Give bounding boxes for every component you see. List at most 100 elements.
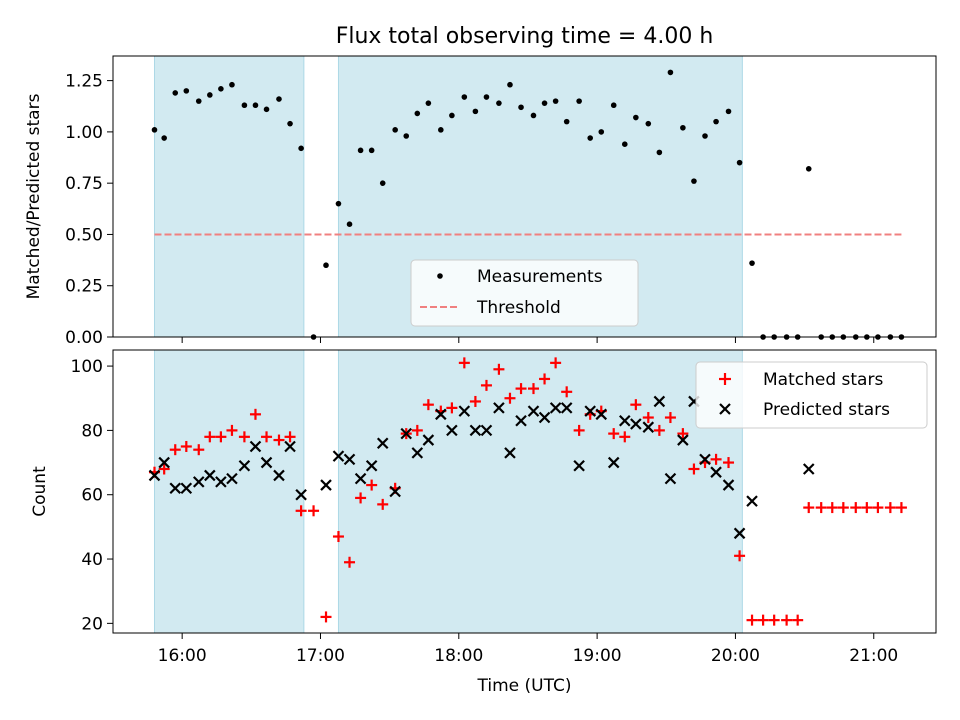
measurement-point <box>438 127 444 133</box>
measurement-point <box>263 106 270 113</box>
matched-star-point <box>826 502 838 514</box>
matched-star-point <box>630 399 642 411</box>
matched-star-point <box>469 395 481 407</box>
predicted-star-point <box>722 479 735 491</box>
predicted-star-point <box>480 424 493 437</box>
measurement-point <box>736 159 743 166</box>
measurement-point <box>530 112 537 119</box>
predicted-star-point <box>320 479 332 491</box>
predicted-star-point <box>260 456 273 469</box>
measurement-point <box>346 221 353 227</box>
matched-star-point <box>746 614 758 626</box>
matched-star-point <box>215 431 227 443</box>
predicted-star-point <box>630 418 642 430</box>
matched-star-point <box>688 463 700 475</box>
matched-star-point <box>355 492 367 504</box>
matched-star-point <box>446 402 458 414</box>
predicted-star-point <box>332 450 345 462</box>
ratio-panel: 0.00 0.25 0.50 0.75 1.00 1.25 Matched/Predict… <box>24 55 937 348</box>
matched-star-point <box>792 614 804 626</box>
predicted-star-point <box>515 414 527 427</box>
bottom-axes-frame <box>112 349 937 634</box>
predicted-star-point <box>710 466 722 478</box>
matched-star-point <box>619 431 631 443</box>
predicted-star-point <box>642 421 655 433</box>
matched-star-point <box>249 408 261 420</box>
top-observing-window <box>153 55 305 338</box>
matched-star-point <box>204 431 216 443</box>
measurement-point <box>229 81 235 88</box>
matched-star-point <box>837 502 849 514</box>
measurement-point <box>172 90 179 96</box>
matched-star-point <box>422 399 434 411</box>
x-tick-label: 18:00 <box>434 646 483 666</box>
matched-star-point <box>781 614 793 626</box>
predicted-star-point <box>148 469 161 482</box>
matched-star-point <box>193 444 205 456</box>
matched-star-point <box>480 379 492 391</box>
measurement-point <box>335 200 342 207</box>
matched-star-point <box>366 479 378 491</box>
measurement-point <box>483 94 490 100</box>
measurement-point <box>656 149 663 156</box>
measurement-point <box>725 108 732 115</box>
x-tick-label: 16:00 <box>158 646 207 666</box>
bottom-legend: Matched stars Predicted stars <box>695 361 928 429</box>
matched-star-point <box>710 453 722 465</box>
measurement-point <box>195 98 202 104</box>
matched-star-point <box>180 440 192 452</box>
measurement-point <box>151 127 158 133</box>
predicted-star-point <box>389 485 401 498</box>
x-tick-label: 19:00 <box>573 646 622 666</box>
predicted-star-point <box>493 402 505 414</box>
matched-star-point <box>284 431 296 443</box>
predicted-star-point <box>192 476 205 488</box>
measurement-point <box>414 110 421 117</box>
measurement-point <box>702 133 708 139</box>
legend-predicted-marker <box>719 403 731 415</box>
x-tick-label: 20:00 <box>711 646 760 666</box>
measurement-point <box>633 114 639 121</box>
measurement-point <box>323 262 329 269</box>
measurement-point <box>541 100 548 106</box>
measurement-point <box>207 92 213 98</box>
matched-star-point <box>734 550 746 562</box>
measurement-point <box>461 94 468 100</box>
predicted-star-point <box>699 453 711 466</box>
matched-star-point <box>308 505 320 517</box>
top-y-tick-label: 1.25 <box>65 72 103 92</box>
predicted-star-point <box>238 459 251 472</box>
matched-star-point <box>723 457 735 469</box>
predicted-star-point <box>549 402 562 414</box>
bottom-y-tick-label: 20 <box>81 614 103 634</box>
measurement-point <box>357 147 364 154</box>
x-axis-label: Time (UTC) <box>477 676 572 696</box>
predicted-star-point <box>802 463 815 475</box>
measurement-point <box>621 141 628 147</box>
predicted-star-point <box>376 437 389 450</box>
bottom-y-tick-label: 100 <box>71 357 103 377</box>
legend-matched-marker <box>719 373 731 385</box>
bottom-legend-box <box>695 361 928 429</box>
measurement-point <box>392 127 398 133</box>
matched-star-point <box>458 357 470 369</box>
predicted-star-point <box>215 476 227 488</box>
measurement-point <box>161 135 167 141</box>
legend-threshold-label: Threshold <box>476 298 561 318</box>
matched-star-point <box>872 502 884 514</box>
matched-star-point <box>504 392 516 404</box>
bottom-y-tick-label: 60 <box>81 486 103 506</box>
measurement-point <box>449 112 455 119</box>
matched-star-point <box>377 498 389 510</box>
measurement-point <box>598 129 605 135</box>
predicted-star-point <box>504 447 516 459</box>
measurement-point <box>287 120 293 127</box>
predicted-star-point <box>595 408 608 421</box>
matched-star-point <box>344 556 356 568</box>
matched-star-point <box>550 357 562 369</box>
matched-star-point <box>226 424 238 436</box>
predicted-star-point <box>458 405 471 417</box>
measurement-point <box>298 145 304 152</box>
matched-star-point <box>895 502 907 514</box>
measurement-point <box>610 102 617 109</box>
